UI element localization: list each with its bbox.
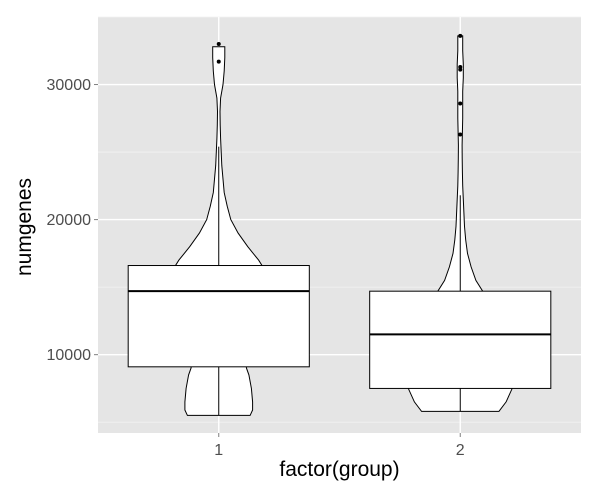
y-tick-label: 20000: [47, 212, 92, 229]
outlier-point: [216, 42, 221, 47]
outlier-point: [458, 33, 463, 38]
y-tick-label: 10000: [47, 347, 92, 364]
x-tick-label: 2: [456, 442, 465, 459]
outlier-point: [458, 64, 463, 69]
chart-marks: [127, 33, 552, 416]
y-axis-title: numgenes: [13, 178, 36, 276]
outlier-point: [458, 101, 463, 106]
x-tick-label: 1: [214, 442, 223, 459]
x-axis-title: factor(group): [279, 458, 399, 481]
box-2: [369, 290, 552, 389]
y-tick-label: 30000: [47, 77, 92, 94]
box-1: [127, 265, 310, 368]
outlier-point: [216, 59, 221, 64]
y-axis: 10000 20000 30000: [47, 77, 98, 364]
outlier-point: [458, 132, 463, 137]
